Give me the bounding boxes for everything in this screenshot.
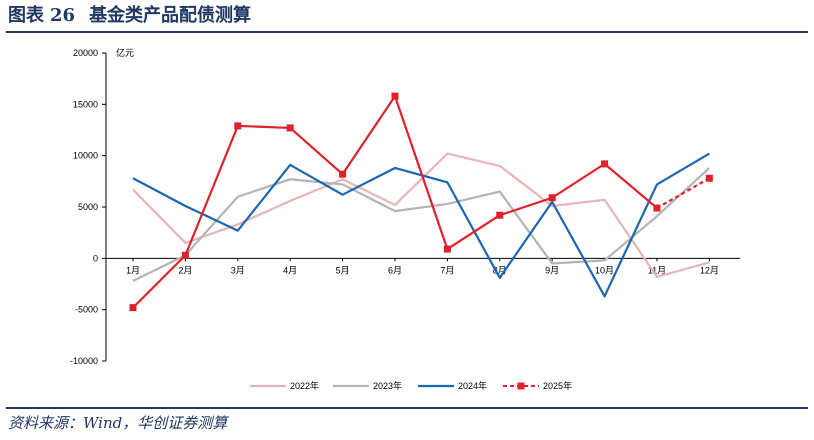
y-tick-label: 0 <box>93 253 98 263</box>
x-tick-label: 8月 <box>493 265 507 275</box>
series-line-2023年 <box>132 167 711 282</box>
y-unit-label: 亿元 <box>116 47 134 58</box>
data-point-2025年-5月 <box>339 170 347 178</box>
data-point-2025年-8月 <box>496 211 504 219</box>
x-tick-label: 10月 <box>595 265 614 275</box>
axes: -10000 -5000 0 5000 10000 15000 20000 1月 2月 3月 4月 5… <box>70 48 740 366</box>
x-tick-label: 2月 <box>178 265 192 275</box>
legend: 2022年 2023年 2024年 2025年 <box>250 380 572 391</box>
source-note: 资料来源：Wind，华创证券测算 <box>8 414 228 432</box>
source-rule <box>6 407 808 409</box>
figure-number: 26 <box>50 5 76 26</box>
legend-marker-2025年 <box>517 382 525 390</box>
title-underline <box>6 31 808 33</box>
x-tick-label: 12月 <box>700 265 719 275</box>
figure-title: 图表 26 基金类产品配债测算 <box>8 3 251 29</box>
y-tick-label: 15000 <box>73 99 98 109</box>
series-lines <box>129 92 713 312</box>
x-tick-label: 5月 <box>336 265 350 275</box>
data-point-2025年-4月 <box>286 124 294 132</box>
data-point-2025年-10月 <box>601 160 609 168</box>
series-line-dashed-2025年 <box>656 177 710 209</box>
y-tick-label: -10000 <box>70 356 98 366</box>
data-point-2025年-3月 <box>234 122 242 130</box>
figure-title-text: 基金类产品配债测算 <box>89 5 252 26</box>
data-point-2025年-6月 <box>391 92 399 100</box>
legend-label-2025年: 2025年 <box>543 380 572 391</box>
data-point-2025年-11月 <box>653 204 661 212</box>
x-tick-label: 6月 <box>388 265 402 275</box>
y-tick-label: 20000 <box>73 48 98 58</box>
data-point-2025年-2月 <box>181 251 189 259</box>
legend-label-2024年: 2024年 <box>458 380 487 391</box>
x-tick-label: 9月 <box>545 265 559 275</box>
legend-label-2022年: 2022年 <box>290 380 319 391</box>
x-tick-label: 7月 <box>440 265 454 275</box>
figure-label: 图表 <box>8 5 44 26</box>
data-point-2025年-1月 <box>129 304 137 312</box>
y-tick-label: 5000 <box>78 202 98 212</box>
x-tick-label: 11月 <box>648 265 666 275</box>
y-tick-label: -5000 <box>75 305 98 315</box>
data-point-2025年-12月 <box>705 174 713 182</box>
legend-label-2023年: 2023年 <box>373 380 402 391</box>
data-point-2025年-7月 <box>443 245 451 253</box>
data-point-2025年-9月 <box>548 194 556 202</box>
x-tick-label: 4月 <box>283 265 297 275</box>
x-tick-label: 1月 <box>126 265 140 275</box>
x-tick-label: 3月 <box>231 265 245 275</box>
y-tick-label: 10000 <box>73 151 98 161</box>
